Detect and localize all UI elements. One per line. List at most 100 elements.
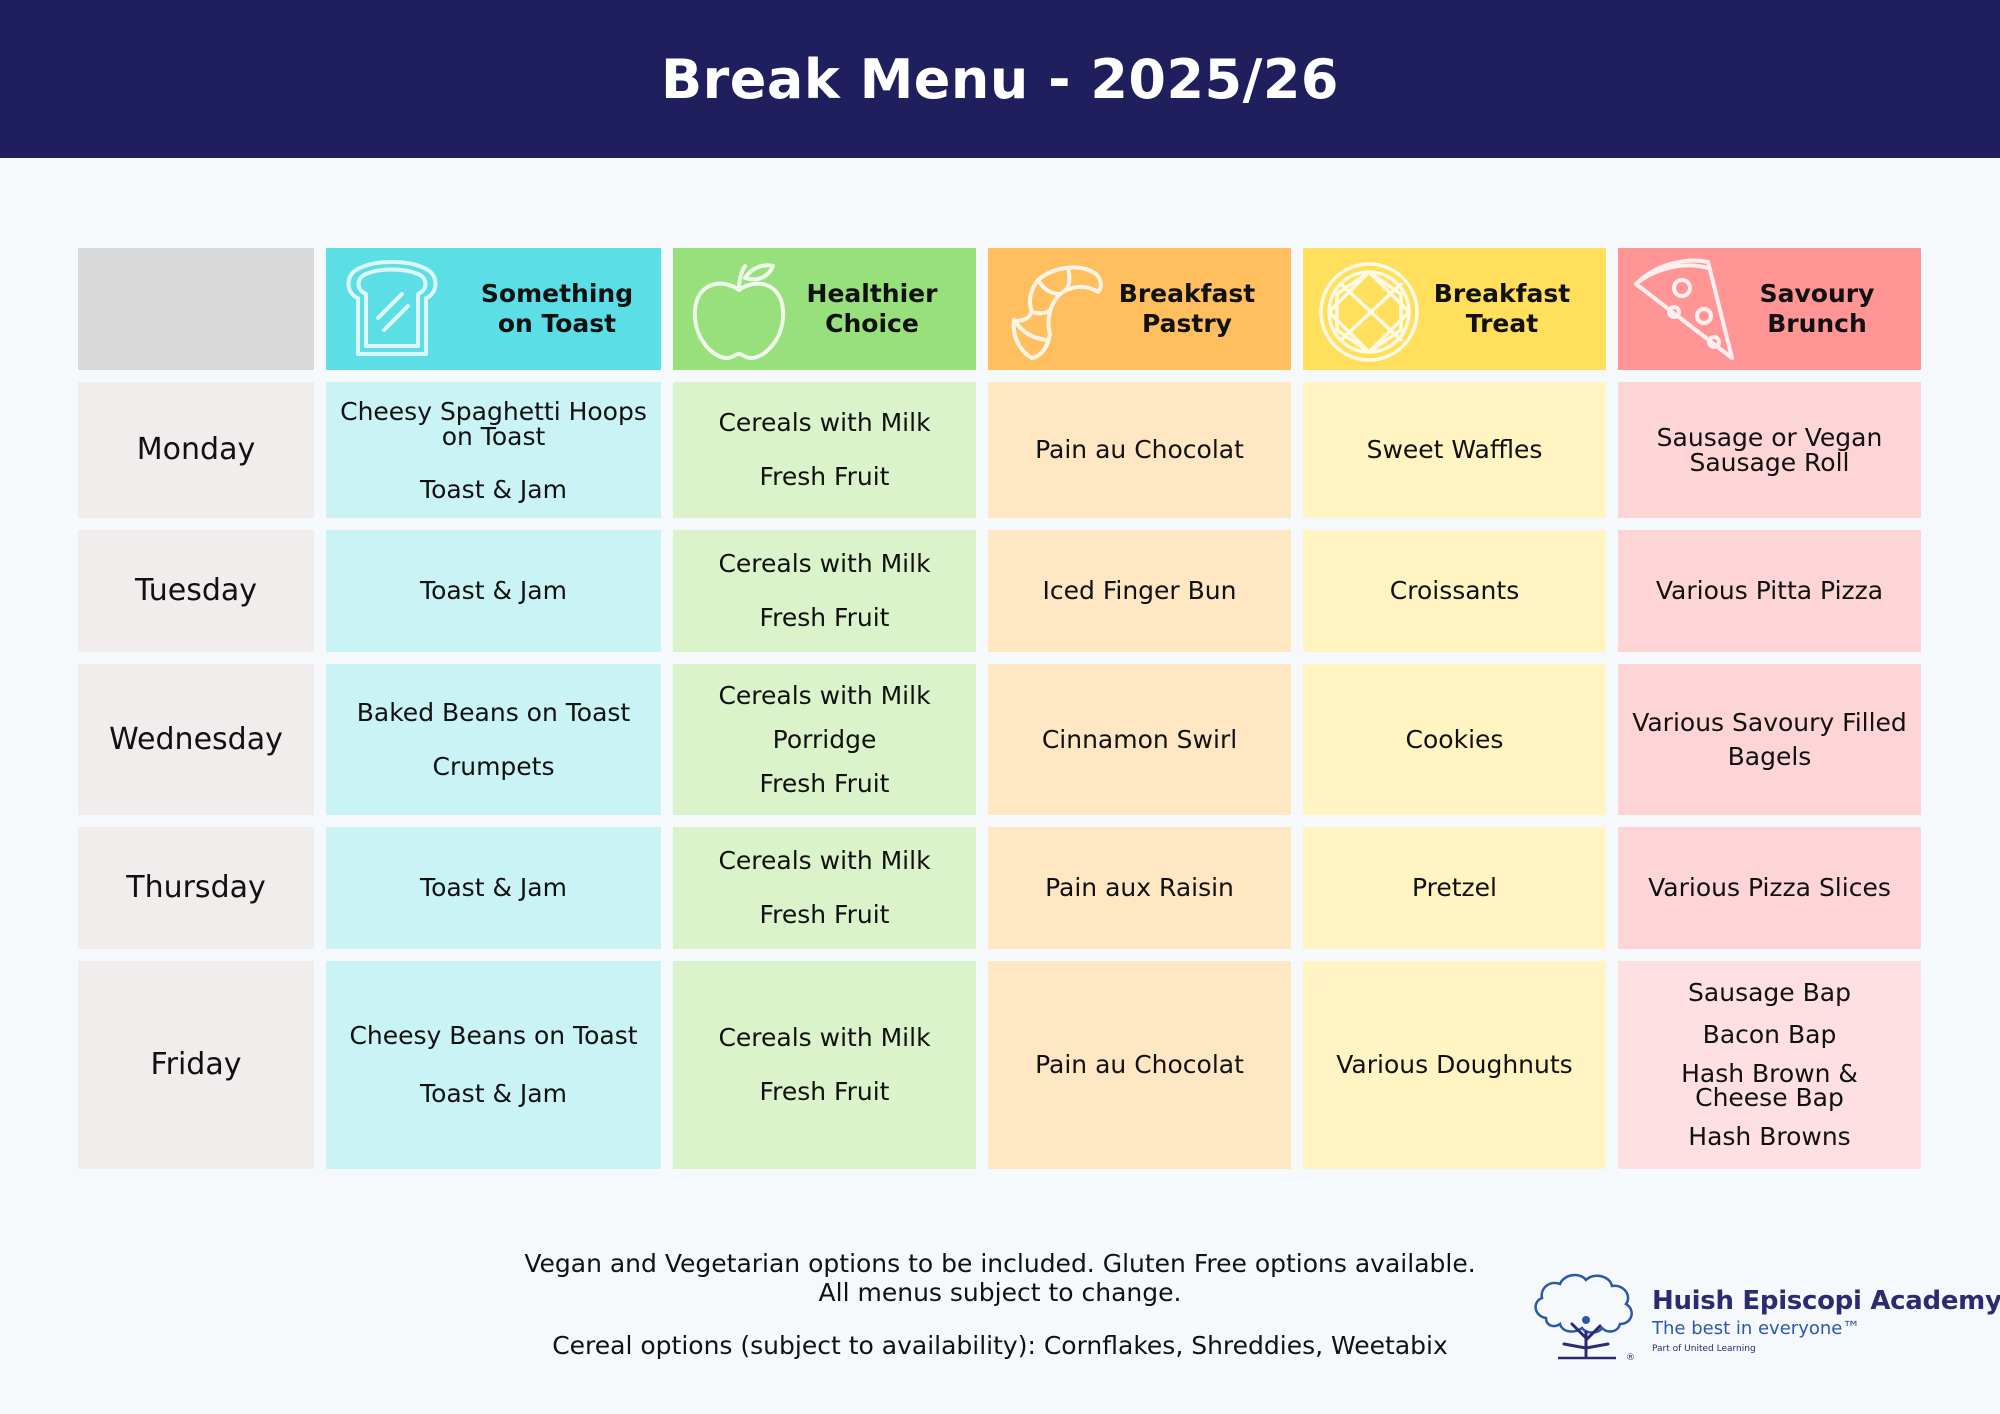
menu-item: Sweet Waffles bbox=[1366, 435, 1543, 464]
header-line: Choice bbox=[825, 309, 919, 338]
menu-item: Baked Beans on Toast bbox=[356, 697, 631, 727]
menu-cell-brunch: Various Pitta Pizza bbox=[1618, 530, 1921, 652]
toast-icon bbox=[346, 260, 438, 356]
menu-cell-pastry: Cinnamon Swirl bbox=[988, 664, 1291, 815]
menu-item: Iced Finger Bun bbox=[1042, 576, 1237, 605]
menu-item: Fresh Fruit bbox=[759, 1077, 890, 1106]
menu-cell-treat: Various Doughnuts bbox=[1303, 961, 1606, 1169]
menu-cell-treat: Cookies bbox=[1303, 664, 1606, 815]
menu-cell-brunch: Various Pizza Slices bbox=[1618, 827, 1921, 949]
note-line: Cereal options (subject to availability)… bbox=[552, 1330, 1448, 1360]
menu-item: Fresh Fruit bbox=[759, 900, 890, 929]
menu-item: Porridge bbox=[772, 724, 877, 754]
menu-cell-healthy: Cereals with Milk Fresh Fruit bbox=[673, 827, 976, 949]
menu-cell-treat: Pretzel bbox=[1303, 827, 1606, 949]
menu-item: Various Doughnuts bbox=[1336, 1050, 1573, 1079]
menu-item: Toast & Jam bbox=[420, 873, 567, 902]
menu-cell-treat: Croissants bbox=[1303, 530, 1606, 652]
column-header-breakfast-pastry: Breakfast Pastry bbox=[988, 248, 1291, 370]
day-label: Friday bbox=[78, 961, 314, 1169]
column-header-breakfast-treat: Breakfast Treat bbox=[1303, 248, 1606, 370]
menu-cell-toast: Cheesy Spaghetti Hoops on Toast Toast & … bbox=[326, 382, 661, 518]
menu-cell-pastry: Pain au Chocolat bbox=[988, 382, 1291, 518]
header-line: on Toast bbox=[497, 309, 617, 338]
menu-cell-toast: Cheesy Beans on Toast Toast & Jam bbox=[326, 961, 661, 1169]
menu-cell-treat: Sweet Waffles bbox=[1303, 382, 1606, 518]
menu-item: Crumpets bbox=[432, 751, 555, 781]
menu-cell-brunch: Sausage or Vegan Sausage Roll bbox=[1618, 382, 1921, 518]
apple-icon bbox=[692, 263, 786, 360]
school-logo: ® Huish Episcopi Academy The best in eve… bbox=[1528, 1268, 2000, 1364]
menu-item: Cheesy Spaghetti Hoops on Toast bbox=[340, 397, 647, 451]
menu-cell-pastry: Pain aux Raisin bbox=[988, 827, 1291, 949]
menu-item: Cereals with Milk bbox=[718, 680, 931, 710]
header-line: Pastry bbox=[1142, 309, 1232, 338]
column-header-something-on-toast: Something on Toast bbox=[326, 248, 661, 370]
menu-item: Cereals with Milk bbox=[718, 1023, 931, 1052]
logo-tagline: The best in everyone™ bbox=[1652, 1318, 1861, 1339]
menu-item: Various Pizza Slices bbox=[1648, 873, 1891, 902]
menu-item: Cereals with Milk bbox=[718, 549, 931, 578]
logo-name: Huish Episcopi Academy bbox=[1652, 1286, 2000, 1316]
day-label: Monday bbox=[78, 382, 314, 518]
page-title: Break Menu - 2025/26 bbox=[661, 47, 1339, 111]
menu-item: Sausage or Vegan Sausage Roll bbox=[1656, 423, 1883, 477]
header-line: Something bbox=[480, 278, 634, 308]
day-label: Thursday bbox=[78, 827, 314, 949]
menu-item: Toast & Jam bbox=[420, 475, 567, 504]
menu-item: Fresh Fruit bbox=[759, 462, 890, 491]
menu-cell-brunch: Various Savoury Filled Bagels bbox=[1618, 664, 1921, 815]
menu-item: Fresh Fruit bbox=[759, 768, 890, 798]
day-label: Wednesday bbox=[78, 664, 314, 815]
header-line: Healthier bbox=[806, 278, 938, 308]
menu-cell-healthy: Cereals with Milk Fresh Fruit bbox=[673, 530, 976, 652]
corner-cell bbox=[78, 248, 314, 370]
menu-item: Various Pitta Pizza bbox=[1655, 576, 1884, 605]
header-line: Treat bbox=[1465, 309, 1539, 338]
menu-cell-toast: Toast & Jam bbox=[326, 530, 661, 652]
menu-item: Pain aux Raisin bbox=[1045, 873, 1234, 902]
menu-item: Pretzel bbox=[1412, 873, 1497, 902]
header-line: Savoury bbox=[1759, 278, 1875, 308]
menu-cell-healthy: Cereals with Milk Fresh Fruit bbox=[673, 961, 976, 1169]
menu-item: Fresh Fruit bbox=[759, 603, 890, 632]
title-banner: Break Menu - 2025/26 bbox=[0, 0, 2000, 158]
menu-cell-toast: Baked Beans on Toast Crumpets bbox=[326, 664, 661, 815]
menu-cell-pastry: Iced Finger Bun bbox=[988, 530, 1291, 652]
menu-item: Toast & Jam bbox=[420, 576, 567, 605]
croissant-icon bbox=[1011, 265, 1103, 360]
column-header-healthier-choice: Healthier Choice bbox=[673, 248, 976, 370]
svg-text:®: ® bbox=[1626, 1353, 1635, 1363]
menu-item: Pain au Chocolat bbox=[1035, 1050, 1244, 1079]
menu-item: Cookies bbox=[1405, 724, 1504, 754]
menu-table: Something on Toast Healthier Choice Breakf… bbox=[78, 248, 1921, 1169]
menu-cell-brunch: Sausage Bap Bacon Bap Hash Brown & Chees… bbox=[1618, 961, 1921, 1169]
tree-logo-icon: ® bbox=[1534, 1273, 1635, 1363]
column-header-savoury-brunch: Savoury Brunch bbox=[1618, 248, 1921, 370]
header-line: Brunch bbox=[1767, 309, 1867, 338]
pizza-slice-icon bbox=[1634, 258, 1734, 360]
note-line: All menus subject to change. bbox=[818, 1277, 1182, 1307]
header-line: Breakfast bbox=[1118, 278, 1256, 308]
menu-item: Croissants bbox=[1389, 576, 1520, 605]
footer-notes: Vegan and Vegetarian options to be inclu… bbox=[500, 1249, 1500, 1360]
menu-item: Hash Browns bbox=[1688, 1121, 1851, 1151]
menu-cell-toast: Toast & Jam bbox=[326, 827, 661, 949]
logo-sub: Part of United Learning bbox=[1652, 1344, 1756, 1354]
header-line: Breakfast bbox=[1433, 278, 1571, 308]
menu-item: Bacon Bap bbox=[1702, 1020, 1837, 1050]
menu-item: Cereals with Milk bbox=[718, 846, 931, 875]
menu-cell-pastry: Pain au Chocolat bbox=[988, 961, 1291, 1169]
menu-item: Various Savoury Filled Bagels bbox=[1632, 707, 1907, 771]
menu-item: Hash Brown & Cheese Bap bbox=[1681, 1059, 1858, 1112]
menu-cell-healthy: Cereals with Milk Porridge Fresh Fruit bbox=[673, 664, 976, 815]
menu-item: Pain au Chocolat bbox=[1035, 435, 1244, 464]
menu-item: Sausage Bap bbox=[1688, 978, 1851, 1008]
day-label: Tuesday bbox=[78, 530, 314, 652]
waffle-icon bbox=[1319, 262, 1419, 362]
menu-item: Cinnamon Swirl bbox=[1041, 724, 1238, 754]
menu-item: Cheesy Beans on Toast bbox=[349, 1021, 638, 1050]
menu-cell-healthy: Cereals with Milk Fresh Fruit bbox=[673, 382, 976, 518]
menu-item: Cereals with Milk bbox=[718, 408, 931, 437]
menu-item: Toast & Jam bbox=[420, 1079, 567, 1108]
